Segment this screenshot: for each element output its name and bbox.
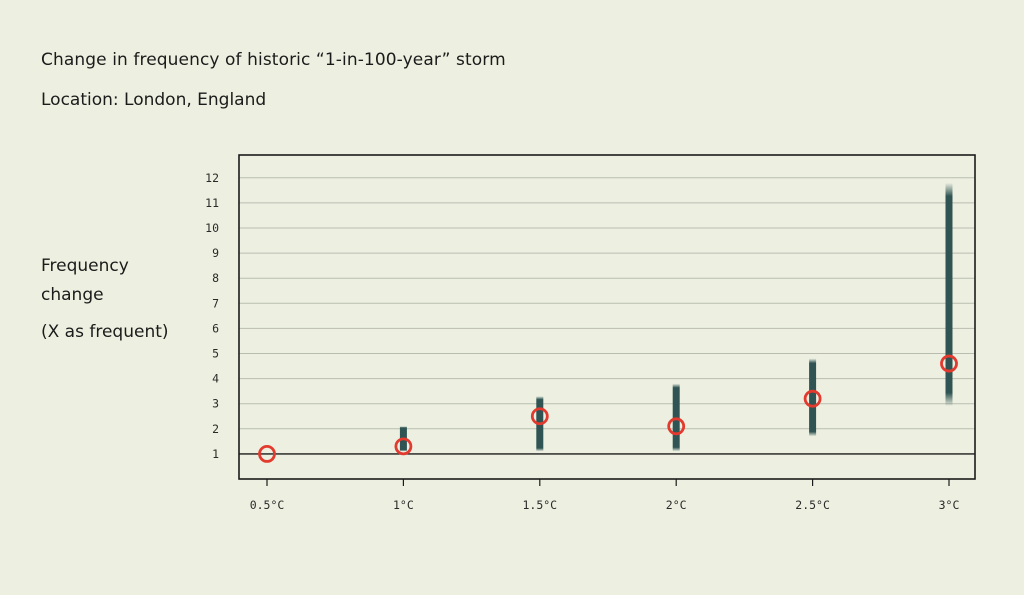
y-tick-label: 6 <box>212 321 219 335</box>
y-tick-label: 10 <box>205 221 219 235</box>
y-tick-label: 8 <box>212 271 219 285</box>
central-estimate-marker <box>803 389 822 408</box>
chart-title: Change in frequency of historic “1-in-10… <box>41 50 506 70</box>
y-tick-label: 1 <box>212 447 219 461</box>
y-axis-label-line-1: Frequency <box>41 256 129 276</box>
y-tick-label: 12 <box>205 171 219 185</box>
y-tick-label: 7 <box>212 296 219 310</box>
central-estimate-marker <box>394 437 413 456</box>
y-tick-label: 5 <box>212 347 219 361</box>
x-tick-label: 1.5°C <box>522 498 557 512</box>
central-estimate-marker <box>940 354 958 373</box>
x-tick-label: 0.5°C <box>250 498 285 512</box>
central-estimate-marker <box>667 417 686 436</box>
y-tick-label: 11 <box>205 196 219 210</box>
y-tick-label: 2 <box>212 422 219 436</box>
plot-frame <box>238 154 976 480</box>
y-axis-label: Frequency change (X as frequent) <box>41 252 211 347</box>
y-axis-label-line-2: change <box>41 285 104 305</box>
y-tick-label: 3 <box>212 397 219 411</box>
y-tick-label: 4 <box>212 372 219 386</box>
x-tick-label: 1°C <box>393 498 414 512</box>
range-bar <box>809 358 817 437</box>
chart-subtitle: Location: London, England <box>41 90 267 110</box>
central-estimate-marker <box>530 407 549 426</box>
y-tick-label: 9 <box>212 246 219 260</box>
central-estimate-marker <box>258 444 276 463</box>
y-axis-unit: (X as frequent) <box>41 322 169 342</box>
range-bar <box>945 182 953 407</box>
x-tick-label: 3°C <box>939 498 960 512</box>
x-tick-label: 2.5°C <box>795 498 830 512</box>
x-tick-label: 2°C <box>666 498 687 512</box>
